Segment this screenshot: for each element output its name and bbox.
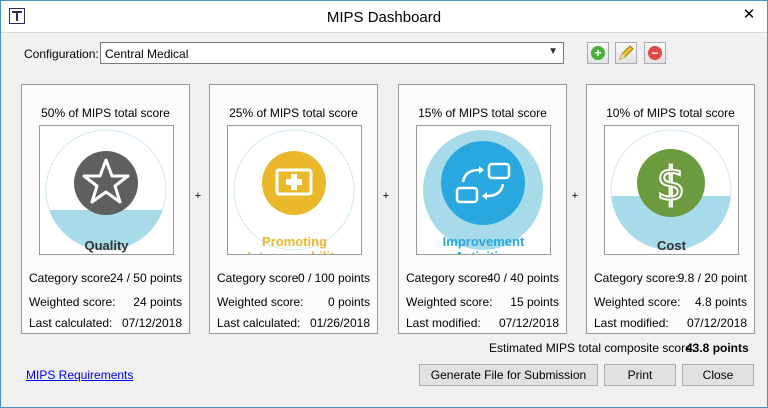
category-score-row: Category score: 9.8 / 20 point (594, 271, 747, 286)
mips-requirements-link[interactable]: MIPS Requirements (26, 368, 134, 382)
row-value: 07/12/2018 (121, 316, 182, 330)
quality-graphic: Quality (39, 125, 174, 255)
row-value: 4.8 points (694, 295, 747, 309)
row-value: 01/26/2018 (309, 316, 370, 330)
row-label: Category score: (594, 271, 679, 285)
dollar-icon: $ (656, 157, 685, 211)
close-button[interactable]: Close (682, 364, 754, 386)
quality-weight: 50% of MIPS total score (41, 106, 170, 120)
cost-graphic: $ Cost (604, 125, 739, 255)
quality-title: Quality (84, 238, 129, 253)
remove-icon: − (648, 46, 662, 60)
improvement-title: Improvement Activities (442, 234, 525, 254)
print-button[interactable]: Print (604, 364, 676, 386)
row-label: Last calculated: (217, 316, 301, 330)
row-label: Last modified: (406, 316, 481, 330)
last-date-row: Last modified: 07/12/2018 (594, 316, 747, 331)
category-score-row: Category score 24 / 50 points (29, 271, 182, 286)
row-value: 0 points (327, 295, 370, 309)
composite-score-value: 43.8 points (686, 341, 749, 355)
interoperability-weight: 25% of MIPS total score (229, 106, 358, 120)
row-label: Category score: (406, 271, 491, 285)
weighted-score-row: Weighted score: 4.8 points (594, 295, 747, 310)
improvement-weight: 15% of MIPS total score (418, 106, 547, 120)
configuration-select[interactable]: Central Medical ▼ (100, 42, 564, 64)
row-value: 07/12/2018 (498, 316, 559, 330)
row-label: Last modified: (594, 316, 669, 330)
add-icon: + (591, 46, 605, 60)
last-date-row: Last calculated: 07/12/2018 (29, 316, 182, 331)
row-value: 0 / 100 points (297, 271, 370, 285)
plus-sign: + (571, 190, 579, 202)
weighted-score-row: Weighted score: 24 points (29, 295, 182, 310)
star-icon (82, 158, 130, 204)
composite-score-label: Estimated MIPS total composite score: (489, 341, 696, 355)
edit-configuration-button[interactable] (615, 42, 637, 64)
row-value: 24 points (133, 295, 182, 309)
row-value: 24 / 50 points (109, 271, 182, 285)
close-window-button[interactable]: ✕ (742, 6, 756, 23)
row-label: Weighted score: (29, 295, 116, 309)
row-label: Last calculated: (29, 316, 113, 330)
cost-weight: 10% of MIPS total score (606, 106, 735, 120)
interoperability-graphic: Promoting Interoperability (227, 125, 362, 255)
row-label: Category score (29, 271, 111, 285)
row-label: Weighted score: (594, 295, 681, 309)
app-icon (9, 8, 25, 24)
title-bar: MIPS Dashboard ✕ (1, 1, 767, 33)
pencil-icon (619, 45, 634, 60)
improvement-panel: 15% of MIPS total score Improvement Acti… (398, 84, 567, 334)
configuration-label: Configuration: (24, 47, 99, 61)
workflow-icon (455, 162, 511, 204)
row-value: 40 / 40 points (486, 271, 559, 285)
weighted-score-row: Weighted score: 15 points (406, 295, 559, 310)
add-configuration-button[interactable]: + (587, 42, 609, 64)
weighted-score-row: Weighted score: 0 points (217, 295, 370, 310)
category-score-row: Category score: 40 / 40 points (406, 271, 559, 286)
row-label: Weighted score: (406, 295, 493, 309)
row-value: 9.8 / 20 point (677, 271, 747, 285)
row-label: Weighted score: (217, 295, 304, 309)
configuration-value: Central Medical (105, 47, 189, 61)
last-date-row: Last calculated: 01/26/2018 (217, 316, 370, 331)
cost-title: Cost (657, 238, 686, 253)
row-value: 07/12/2018 (686, 316, 747, 330)
chevron-down-icon[interactable]: ▼ (548, 46, 558, 57)
row-value: 15 points (510, 295, 559, 309)
plus-sign: + (194, 190, 202, 202)
plus-sign: + (382, 190, 390, 202)
remove-configuration-button[interactable]: − (644, 42, 666, 64)
generate-file-button[interactable]: Generate File for Submission (419, 364, 598, 386)
quality-panel: 50% of MIPS total score Quality Category… (21, 84, 190, 334)
interoperability-panel: 25% of MIPS total score Promoting Intero… (209, 84, 378, 334)
category-score-row: Category score 0 / 100 points (217, 271, 370, 286)
last-date-row: Last modified: 07/12/2018 (406, 316, 559, 331)
row-label: Category score (217, 271, 299, 285)
cost-panel: 10% of MIPS total score $ Cost Category … (586, 84, 755, 334)
medical-cross-icon (275, 168, 313, 196)
interoperability-title: Promoting Interoperability (248, 234, 342, 254)
window-title: MIPS Dashboard (326, 9, 442, 26)
improvement-graphic: Improvement Activities (416, 125, 551, 255)
